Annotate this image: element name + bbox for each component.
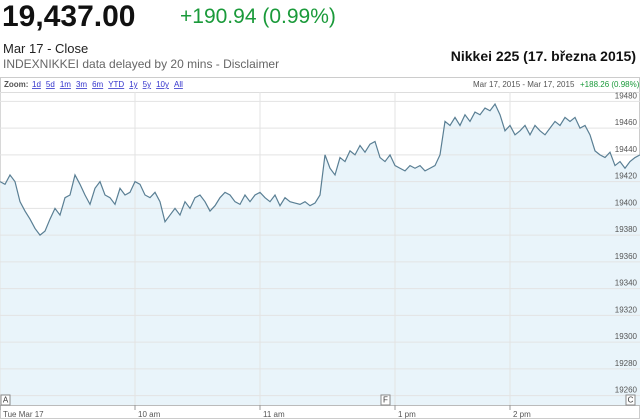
event-flag-label: C <box>628 396 634 405</box>
zoom-option[interactable]: 5y <box>143 80 151 89</box>
y-tick-label: 19460 <box>615 118 638 127</box>
zoom-option[interactable]: YTD <box>108 80 124 89</box>
zoom-option[interactable]: 10y <box>156 80 169 89</box>
status: Mar 17 - Close <box>3 41 89 56</box>
y-tick-label: 19480 <box>615 91 638 100</box>
zoom-option[interactable]: 1y <box>129 80 137 89</box>
x-tick-label: 2 pm <box>513 410 531 419</box>
x-tick-label: 10 am <box>138 410 161 419</box>
range-change: +188.26 (0.98%) <box>580 80 640 89</box>
x-tick-label: 1 pm <box>398 410 416 419</box>
y-tick-label: 19440 <box>615 145 638 154</box>
event-flag[interactable] <box>625 394 636 406</box>
zoom-option[interactable]: 1d <box>32 80 41 89</box>
y-tick-label: 19400 <box>615 198 638 207</box>
event-flag-label: F <box>383 396 388 405</box>
y-tick-label: 19320 <box>615 305 638 314</box>
y-tick-label: 19280 <box>615 359 638 368</box>
zoom-option[interactable]: 6m <box>92 80 103 89</box>
y-tick-label: 19300 <box>615 332 638 341</box>
area <box>0 104 640 405</box>
range-text: Mar 17, 2015 - Mar 17, 2015 <box>473 80 575 89</box>
price-line <box>0 102 640 236</box>
price-change: +190.94 (0.99%) <box>180 5 336 28</box>
y-tick-label: 19420 <box>615 172 638 181</box>
event-flag[interactable] <box>0 394 11 406</box>
price: 19,437.00 <box>2 0 136 33</box>
y-tick-label: 19380 <box>615 225 638 234</box>
zoom-option[interactable]: 1m <box>60 80 71 89</box>
source-note: INDEXNIKKEI data delayed by 20 mins - Di… <box>3 57 280 71</box>
zoom-option[interactable]: 5d <box>46 80 55 89</box>
zoom-option[interactable]: 3m <box>76 80 87 89</box>
y-tick-label: 19360 <box>615 252 638 261</box>
zoom-label: Zoom: <box>4 80 28 89</box>
x-tick-label: Tue Mar 17 <box>3 410 44 419</box>
caption: Nikkei 225 (17. března 2015) <box>450 48 636 64</box>
event-flag[interactable] <box>380 394 391 406</box>
event-flag-label: A <box>3 396 9 405</box>
zoom-option[interactable]: All <box>174 80 183 89</box>
y-tick-label: 19340 <box>615 279 638 288</box>
y-tick-label: 19260 <box>615 386 638 395</box>
x-tick-label: 11 am <box>263 410 285 419</box>
